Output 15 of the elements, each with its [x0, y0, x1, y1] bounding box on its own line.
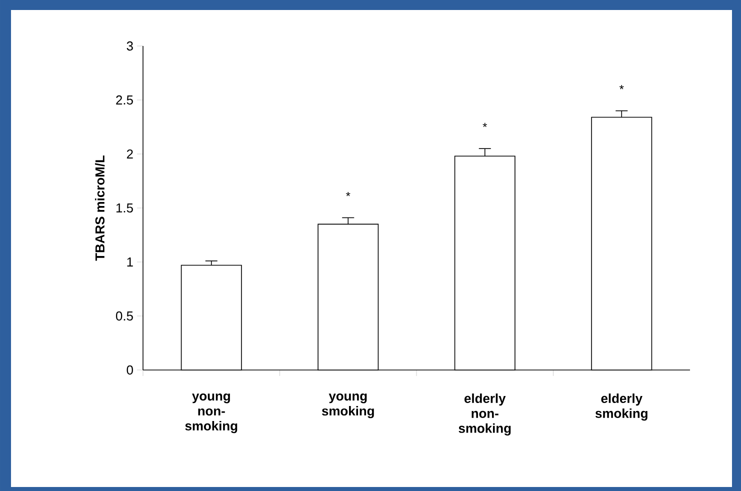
- x-tick-label: elderly smoking: [595, 394, 648, 421]
- y-tick-label: 2.5: [116, 95, 133, 105]
- annotation: *: [346, 192, 350, 196]
- y-tick-label: 0.5: [116, 311, 133, 321]
- y-tick-label: 1.5: [116, 203, 133, 213]
- y-tick-label: 1: [127, 258, 133, 266]
- y-tick-label: 0: [126, 365, 133, 375]
- y-tick-label: 3: [126, 41, 133, 51]
- y-tick-label: 2: [126, 149, 133, 159]
- annotation: *: [619, 85, 624, 90]
- x-tick-label: young smoking: [322, 394, 374, 418]
- y-axis-title: TBARS microM/L: [94, 156, 105, 261]
- x-tick-label: young non-smoking: [185, 394, 238, 434]
- annotation: *: [482, 122, 488, 128]
- x-tick-label: elderly non-smoking: [458, 394, 511, 436]
